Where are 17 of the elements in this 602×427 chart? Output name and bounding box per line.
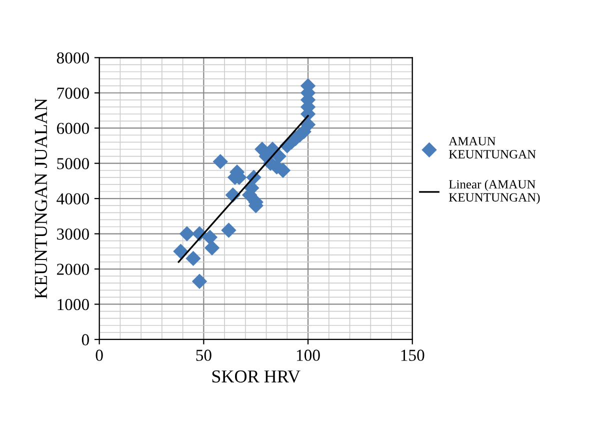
y-tick-label: 6000 xyxy=(56,122,89,134)
x-tick-label: 50 xyxy=(196,350,212,361)
y-tick-label: 3000 xyxy=(57,228,89,240)
y-axis-title: KEUNTUNGAN JUALAN xyxy=(34,98,48,299)
y-tick-label: 7000 xyxy=(57,88,89,99)
x-tick-label: 100 xyxy=(296,350,320,361)
legend-label: Linear (AMAUN KEUNTUNGAN) xyxy=(448,180,540,204)
y-tick-label: 8000 xyxy=(56,52,89,64)
x-tick-label: 150 xyxy=(401,350,424,361)
x-axis-title: SKOR HRV xyxy=(212,370,300,383)
y-tick-label: 4000 xyxy=(56,193,89,204)
y-tick-label: 0 xyxy=(82,334,89,346)
y-tick-label: 1000 xyxy=(58,298,89,310)
y-tick-label: 5000 xyxy=(57,158,89,170)
y-tick-label: 2000 xyxy=(57,264,89,275)
x-tick-label: 0 xyxy=(96,350,103,361)
legend-label: AMAUN KEUNTUNGAN xyxy=(448,137,536,158)
